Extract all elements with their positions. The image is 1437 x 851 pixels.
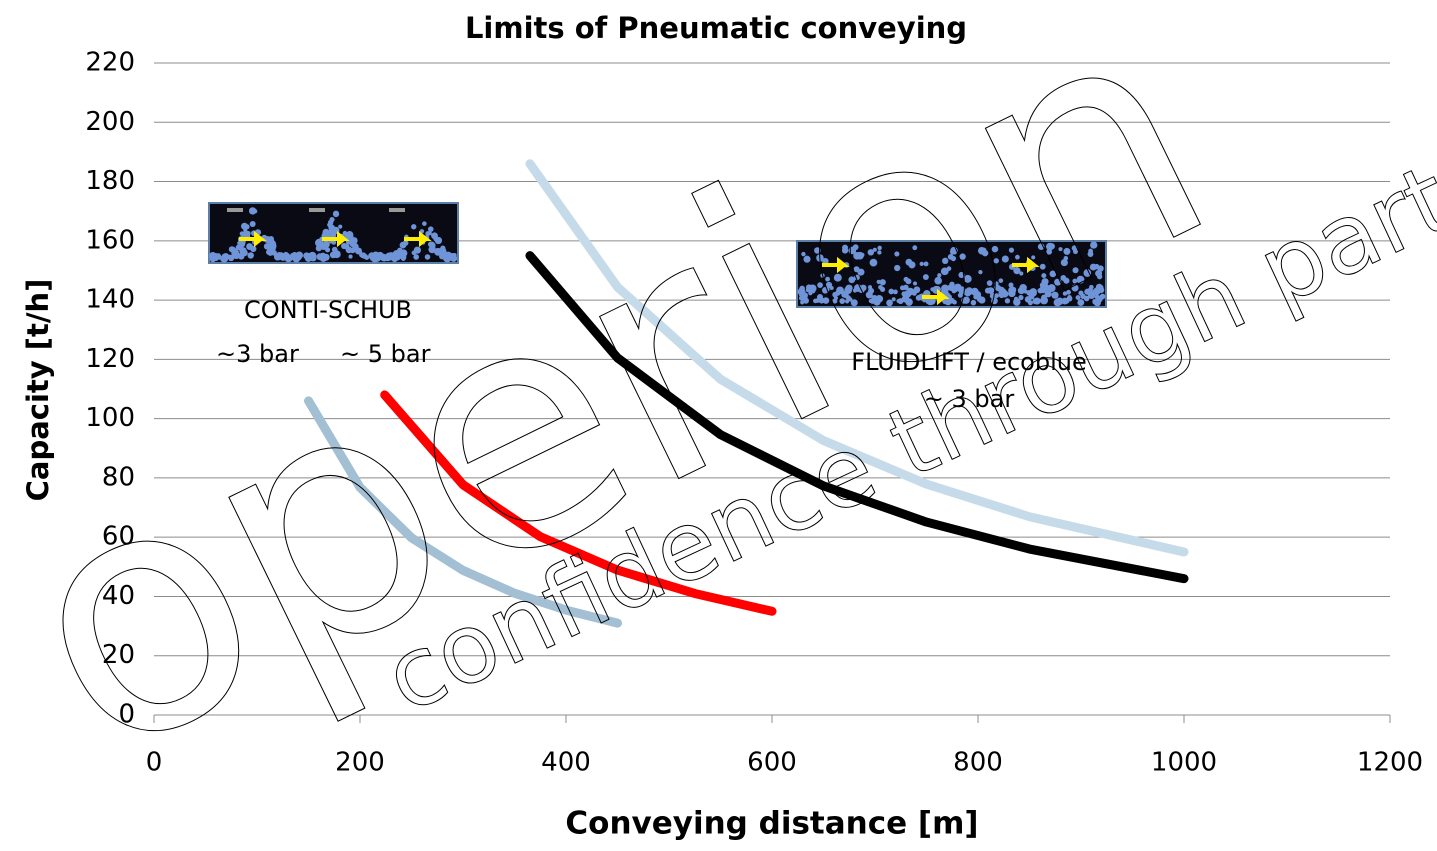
- particle: [414, 247, 421, 254]
- particle: [243, 230, 250, 237]
- particle: [428, 226, 434, 232]
- x-axis-title: Conveying distance [m]: [565, 806, 978, 842]
- particle: [234, 254, 239, 259]
- particle: [341, 243, 347, 249]
- particle: [350, 248, 356, 254]
- y-tick-label: 180: [85, 166, 135, 196]
- particle: [401, 257, 405, 261]
- x-tick-label: 400: [541, 748, 591, 778]
- particle: [226, 254, 230, 258]
- particle: [241, 250, 248, 257]
- particle: [272, 251, 277, 256]
- particle: [250, 221, 256, 227]
- particle: [413, 254, 419, 260]
- particle: [279, 254, 285, 260]
- particle: [250, 246, 256, 252]
- particle: [247, 252, 253, 258]
- particle: [396, 251, 401, 256]
- particle: [241, 223, 248, 230]
- particle: [333, 211, 339, 217]
- particle: [400, 249, 407, 256]
- x-tick-label: 600: [747, 748, 797, 778]
- particle: [270, 240, 276, 246]
- x-tick-label: 1000: [1151, 748, 1217, 778]
- y-tick-label: 160: [85, 225, 135, 255]
- x-tick-label: 800: [953, 748, 1003, 778]
- chart: 0204060801001201401601802002200200400600…: [0, 0, 1437, 851]
- x-tick-label: 1200: [1357, 748, 1423, 778]
- particle: [360, 253, 366, 259]
- particle: [211, 254, 217, 260]
- particle: [323, 241, 330, 248]
- particle: [323, 254, 330, 261]
- y-tick-label: 220: [85, 48, 135, 78]
- y-tick-label: 140: [85, 285, 135, 315]
- particle: [328, 229, 332, 233]
- particle: [422, 221, 427, 226]
- x-tick-label: 200: [335, 748, 385, 778]
- particle: [253, 209, 258, 214]
- particle: [333, 250, 341, 258]
- particle: [325, 247, 330, 252]
- particle: [307, 255, 313, 261]
- particle: [346, 231, 353, 238]
- particle: [327, 223, 331, 227]
- particle: [294, 253, 299, 258]
- y-tick-label: 200: [85, 107, 135, 137]
- y-tick-label: 120: [85, 344, 135, 374]
- particle: [411, 224, 416, 229]
- particle: [431, 232, 438, 239]
- particle: [400, 242, 407, 249]
- particle: [349, 255, 353, 259]
- particle: [338, 225, 342, 229]
- particle: [369, 255, 374, 260]
- particle: [425, 231, 430, 236]
- particle: [428, 241, 434, 247]
- particle: [373, 254, 381, 262]
